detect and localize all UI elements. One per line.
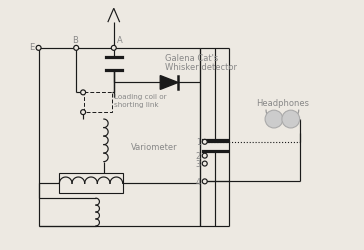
Circle shape xyxy=(74,46,79,51)
Text: 2: 2 xyxy=(196,152,201,160)
Circle shape xyxy=(202,179,207,184)
Polygon shape xyxy=(160,76,178,90)
Circle shape xyxy=(265,111,283,128)
Text: B: B xyxy=(72,36,78,45)
Text: Galena Cat's: Galena Cat's xyxy=(165,54,218,63)
Text: E: E xyxy=(29,43,35,52)
Bar xyxy=(84,93,112,113)
Circle shape xyxy=(81,90,86,96)
Circle shape xyxy=(282,111,300,128)
Text: Variometer: Variometer xyxy=(131,143,177,152)
Text: Loading coil or: Loading coil or xyxy=(114,94,166,100)
Text: Whisker detector: Whisker detector xyxy=(165,63,237,72)
Text: shorting link: shorting link xyxy=(114,102,158,108)
Text: 3: 3 xyxy=(196,160,201,168)
Circle shape xyxy=(202,140,207,145)
Circle shape xyxy=(36,46,41,51)
Text: 4: 4 xyxy=(196,177,201,186)
Text: 1: 1 xyxy=(196,138,201,147)
Circle shape xyxy=(81,110,86,115)
Text: Headphones: Headphones xyxy=(256,99,309,108)
Bar xyxy=(59,174,123,194)
Circle shape xyxy=(111,46,116,51)
Circle shape xyxy=(202,154,207,158)
Circle shape xyxy=(202,162,207,166)
Text: A: A xyxy=(117,36,122,45)
